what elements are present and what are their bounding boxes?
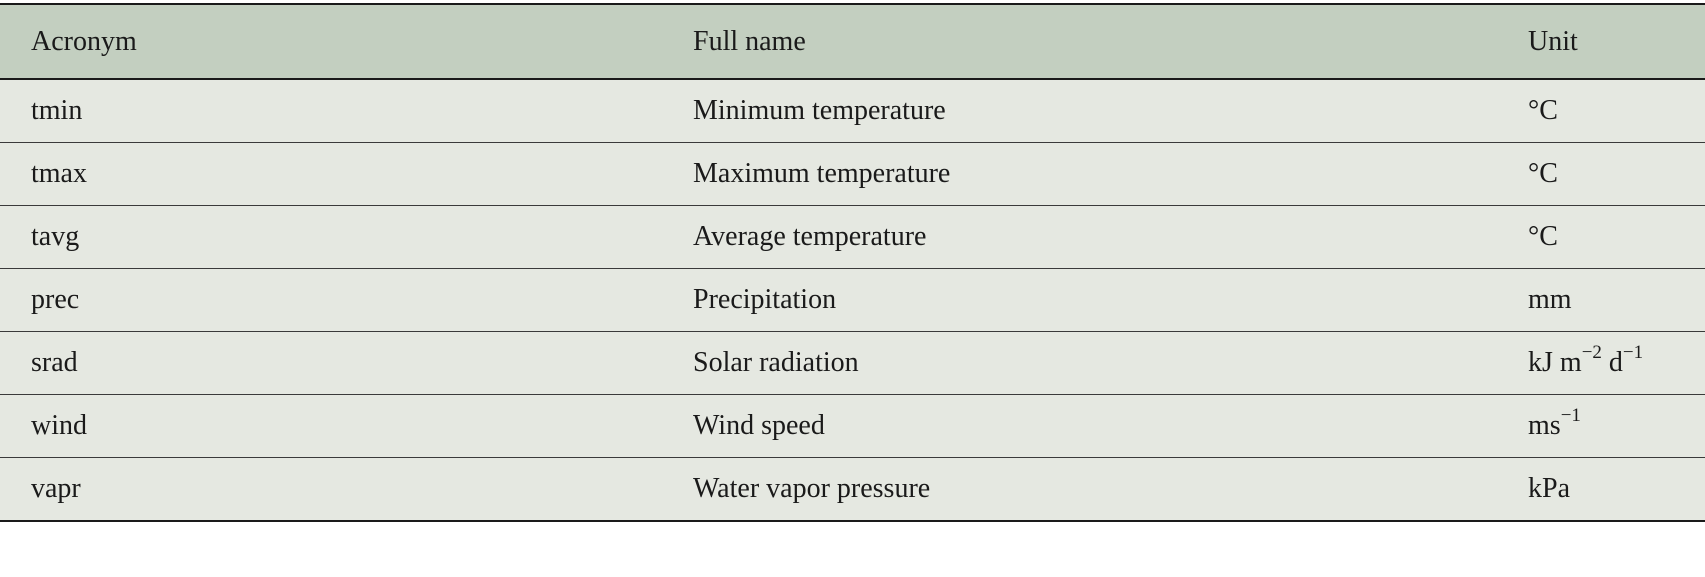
table-row: tavg Average temperature °C	[0, 205, 1705, 269]
unit-base-part: kJ m	[1528, 347, 1582, 378]
acronym-cell: srad	[0, 331, 690, 395]
full-name-cell: Minimum temperature	[690, 79, 1528, 143]
unit-cell: °C	[1528, 205, 1705, 269]
full-name-cell: Maximum temperature	[690, 142, 1528, 206]
unit-exponent: −1	[1560, 404, 1581, 426]
variables-table: Acronym Full name Unit tmin Minimum temp…	[0, 3, 1705, 522]
header-acronym: Acronym	[0, 3, 690, 80]
unit-base-part: ms	[1528, 410, 1561, 441]
variables-table-container: Acronym Full name Unit tmin Minimum temp…	[0, 3, 1705, 522]
unit-cell: kPa	[1528, 457, 1705, 522]
table-row: wind Wind speed ms−1	[0, 394, 1705, 458]
unit-cell: kJ m−2 d−1	[1528, 331, 1705, 395]
header-unit: Unit	[1528, 3, 1705, 80]
table-row: tmax Maximum temperature °C	[0, 142, 1705, 206]
acronym-cell: vapr	[0, 457, 690, 522]
table-row: tmin Minimum temperature °C	[0, 79, 1705, 143]
unit-base-part: d	[1601, 347, 1623, 378]
acronym-cell: tavg	[0, 205, 690, 269]
unit-exponent: −1	[1622, 341, 1644, 363]
unit-cell: °C	[1528, 142, 1705, 206]
full-name-cell: Average temperature	[690, 205, 1528, 269]
acronym-cell: wind	[0, 394, 690, 458]
header-full-name: Full name	[690, 3, 1528, 80]
full-name-cell: Water vapor pressure	[690, 457, 1528, 522]
table-row: prec Precipitation mm	[0, 268, 1705, 332]
acronym-cell: tmin	[0, 79, 690, 143]
acronym-cell: tmax	[0, 142, 690, 206]
full-name-cell: Wind speed	[690, 394, 1528, 458]
table-row: srad Solar radiation kJ m−2 d−1	[0, 331, 1705, 395]
table-row: vapr Water vapor pressure kPa	[0, 457, 1705, 522]
full-name-cell: Solar radiation	[690, 331, 1528, 395]
acronym-cell: prec	[0, 268, 690, 332]
unit-cell: mm	[1528, 268, 1705, 332]
full-name-cell: Precipitation	[690, 268, 1528, 332]
unit-cell: °C	[1528, 79, 1705, 143]
unit-cell: ms−1	[1528, 394, 1705, 458]
unit-exponent: −2	[1581, 341, 1602, 363]
table-header-row: Acronym Full name Unit	[0, 3, 1705, 80]
